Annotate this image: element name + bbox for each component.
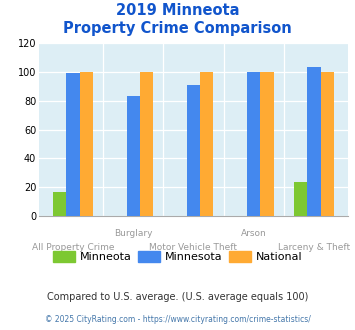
Bar: [307, 67, 321, 216]
Bar: [321, 72, 334, 216]
Bar: [140, 72, 153, 216]
Text: Motor Vehicle Theft: Motor Vehicle Theft: [149, 243, 237, 251]
Text: 2019 Minneota: 2019 Minneota: [116, 3, 239, 18]
Text: Larceny & Theft: Larceny & Theft: [278, 243, 350, 251]
Bar: [66, 73, 80, 216]
Bar: [187, 85, 200, 216]
Bar: [260, 72, 274, 216]
Text: Property Crime Comparison: Property Crime Comparison: [63, 21, 292, 36]
Bar: [80, 72, 93, 216]
Text: Burglary: Burglary: [114, 229, 153, 238]
Legend: Minneota, Minnesota, National: Minneota, Minnesota, National: [48, 247, 307, 267]
Bar: [294, 182, 307, 216]
Bar: [53, 192, 66, 216]
Text: All Property Crime: All Property Crime: [32, 243, 114, 251]
Text: Compared to U.S. average. (U.S. average equals 100): Compared to U.S. average. (U.S. average …: [47, 292, 308, 302]
Bar: [200, 72, 213, 216]
Text: Arson: Arson: [241, 229, 267, 238]
Bar: [247, 72, 260, 216]
Text: © 2025 CityRating.com - https://www.cityrating.com/crime-statistics/: © 2025 CityRating.com - https://www.city…: [45, 315, 310, 324]
Bar: [127, 96, 140, 216]
